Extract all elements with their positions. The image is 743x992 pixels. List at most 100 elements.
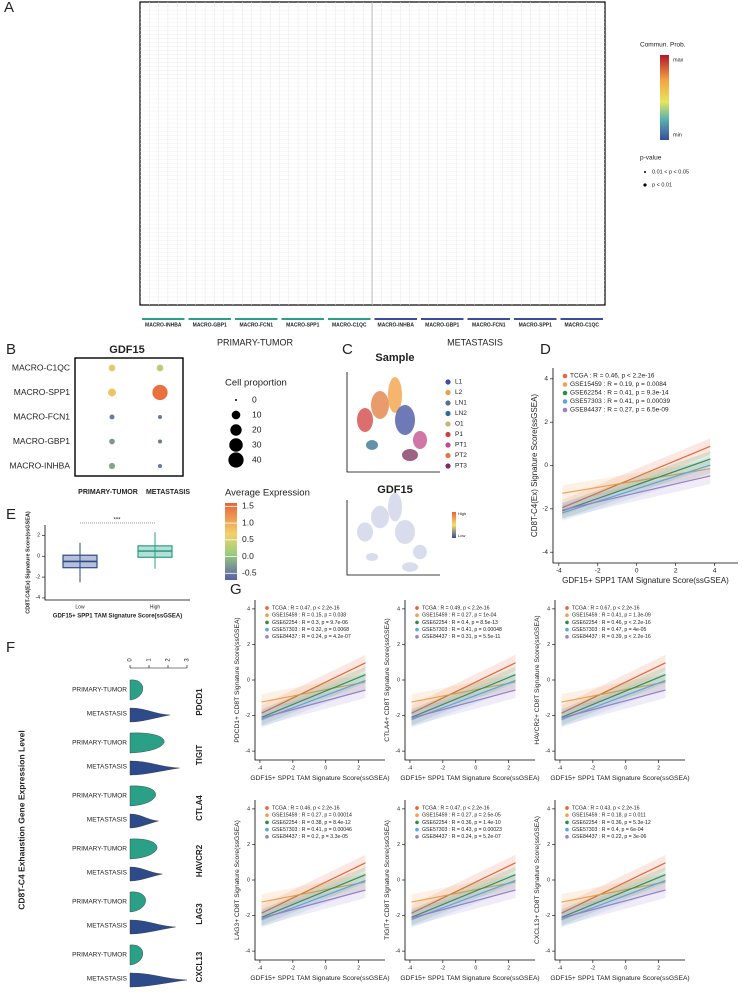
dot [108,462,116,470]
colorbar-label: High [458,511,466,516]
legend-dot [415,827,419,832]
x-tick-label: -2 [441,765,446,771]
violin [129,760,180,776]
group-bar [421,318,464,320]
legend-dot [265,827,269,832]
legend-dot [415,627,419,632]
x-tick-label: Low [75,604,85,610]
x-tick-label: 3 [185,658,191,662]
dot [109,438,115,445]
plot-frame [74,357,184,477]
legend-label: GSE62254 : R = 0.46, p < 2.2e-16 [572,620,651,626]
panel-label: E [6,506,16,523]
y-tick-label: -2 [545,913,550,919]
umap-cluster [402,562,418,572]
legend-dot [565,806,569,810]
violin [129,679,144,701]
y-tick-label: 4 [247,806,250,812]
x-tick-label: 1 [147,658,153,662]
legend-dot [265,820,269,825]
x-tick-label: -4 [258,765,263,771]
dot [108,388,116,397]
legend-label: GSE62254 : R = 0.3, p = 9.7e-06 [272,620,348,626]
legend-dot [265,806,269,810]
group-label: MACRO-FCN1 [472,322,506,328]
regression-line [561,689,666,719]
regression-line [261,874,366,918]
legend-dot [644,171,646,173]
x-tick-label: 0 [474,765,477,771]
x-tick-label: -4 [408,965,413,971]
group-bar [235,318,278,320]
axis [404,600,535,761]
legend-label: GSE15459 : R = 0.27, p = 0.00014 [272,813,352,819]
regression-line [561,874,666,918]
panel-label: B [6,341,16,358]
legend-dot [445,400,451,406]
regression-line [561,881,666,903]
axis [554,800,685,961]
legend-label: L2 [455,389,463,396]
violin [129,732,165,754]
regression-line [562,445,711,509]
legend-dot [228,452,244,468]
y-tick-label: 0 [547,677,550,683]
legend-dot [265,620,269,625]
umap-cluster [371,391,389,419]
y-tick-label: MACRO-C1QC [12,362,70,372]
y-tick-label: 4 [544,376,548,383]
legend-title: Average Expression [225,488,310,499]
group-label: MACRO-SPP1 [519,322,553,328]
x-axis-label: GDF15+ SPP1 TAM Signature Score(ssGSEA) [562,576,729,585]
legend-dot [229,438,243,452]
x-tick-label: 0 [624,965,627,971]
x-axis-label: GDF15+ SPP1 TAM Signature Score(ssGSEA) [250,775,389,782]
y-tick-label: MACRO-GBP1 [13,436,70,446]
y-tick-label: 0 [397,877,400,883]
y-tick-label: 4 [547,606,550,612]
y-tick-label: -2 [245,913,250,919]
legend-label: GSE57303 : R = 0.41, p = 0.00046 [272,827,352,833]
violin [129,813,159,829]
group-label: MACRO-INHBA [145,322,182,328]
axis [554,600,685,761]
umap-cluster [357,408,373,432]
umap-cluster [413,431,427,449]
legend-label: GSE84437 : R = 0.2, p = 3.3e-05 [272,834,348,840]
x-tick-label: 2 [357,765,360,771]
umap-cluster [366,440,378,450]
group-label: MACRO-FCN1 [239,322,273,328]
group-bar [374,318,417,320]
axis [44,525,190,601]
group-bar [188,318,231,320]
regression-line [261,862,366,914]
x-tick-label: 2 [166,658,172,662]
y-tick-label: 2 [547,842,550,848]
legend-dot [445,431,451,438]
legend-label: 40 [252,454,262,464]
axis [254,600,385,761]
panel-label: C [342,341,353,358]
group-label: MACRO-C1QC [332,322,367,328]
legend-label: GSE15459 : R = 0.27, p = 2.5e-05 [422,813,501,819]
regression-line [561,674,666,718]
gene-label: TIGIT [195,745,204,766]
regression-line [411,874,516,918]
legend-label: GSE62254 : R = 0.36, p = 1.4e-10 [422,820,501,826]
umap-cluster [357,522,373,542]
legend-dot [565,613,569,618]
legend-dot [231,410,241,420]
regression-line [561,889,666,919]
x-tick-label: 2 [657,765,660,771]
legend-dot [565,620,569,625]
x-tick-label: -2 [595,568,601,575]
dot [157,463,163,469]
legend-label: TCGA : R = 0.46, p < 2.2e-16 [570,373,655,380]
regression-line [261,681,366,703]
y-tick-label: -4 [545,748,550,754]
legend-label: GSE57303 : R = 0.41, p = 0.00048 [422,627,502,633]
panel-label: A [4,0,14,16]
legend-label: p < 0.01 [652,182,672,188]
legend-label: GSE15459 : R = 0.27, p = 1e-04 [422,613,497,619]
